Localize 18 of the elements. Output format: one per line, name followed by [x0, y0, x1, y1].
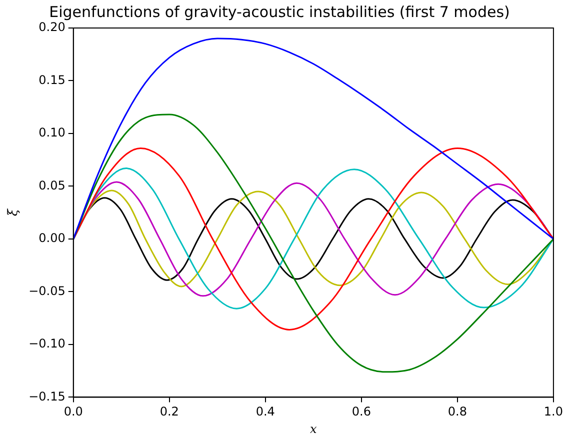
x-tick-label: 0.2 [160, 404, 179, 419]
y-tick-label: −0.15 [28, 389, 66, 404]
y-tick-label: −0.05 [28, 284, 66, 298]
x-tick-label: 0.8 [448, 404, 467, 419]
x-tick-label: 0.4 [256, 404, 275, 419]
x-tick-label: 0.6 [352, 404, 371, 419]
y-tick-label: 0.20 [38, 20, 66, 34]
x-tick-label: 0.0 [64, 404, 83, 419]
x-axis-title: x [310, 422, 318, 436]
y-tick-label: 0.05 [38, 178, 66, 192]
y-tick-label: 0.00 [38, 231, 66, 246]
y-tick-label: 0.15 [38, 72, 66, 87]
y-tick-label: 0.10 [38, 126, 66, 140]
x-tick-label: 1.0 [544, 404, 564, 419]
line-series [73, 38, 554, 240]
chart-title: Eigenfunctions of gravity-acoustic instabilities (first 7 modes) [49, 2, 510, 21]
y-axis-title: ξ [6, 208, 22, 216]
y-tick-label: −0.10 [28, 336, 66, 351]
